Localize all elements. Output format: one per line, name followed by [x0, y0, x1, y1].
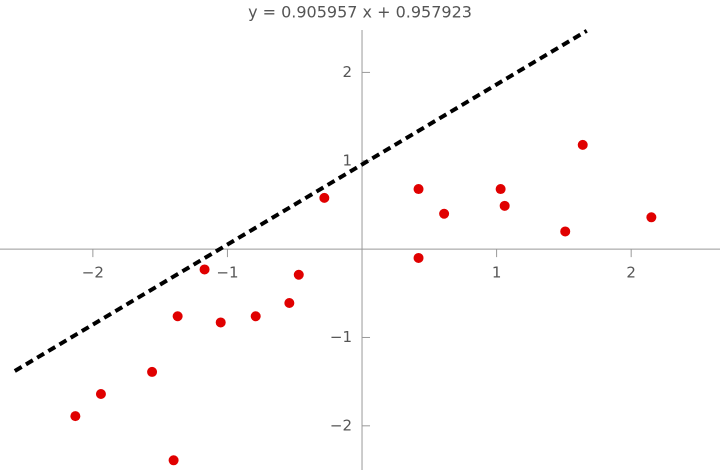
- x-tick-label: −2: [82, 264, 104, 282]
- point: [439, 208, 450, 219]
- point: [646, 212, 657, 223]
- point: [215, 317, 226, 328]
- point: [319, 192, 330, 203]
- x-tick-label: 1: [492, 264, 502, 282]
- point: [293, 269, 304, 280]
- point: [70, 411, 81, 422]
- fit-line: [13, 29, 588, 373]
- point: [560, 226, 571, 237]
- x-tick-label: −1: [216, 264, 238, 282]
- y-tick-label: −1: [330, 328, 352, 346]
- point: [413, 252, 424, 263]
- point: [495, 184, 506, 195]
- y-tick-label: 2: [342, 63, 352, 81]
- point: [172, 311, 183, 322]
- chart-title: y = 0.905957 x + 0.957923: [248, 3, 472, 22]
- point: [284, 298, 295, 309]
- x-tick-label: 2: [626, 264, 636, 282]
- point: [199, 264, 210, 275]
- point: [577, 139, 588, 150]
- point: [499, 200, 510, 211]
- y-tick-label: −2: [330, 416, 352, 434]
- point: [147, 366, 158, 377]
- point: [250, 311, 261, 322]
- point: [95, 389, 106, 400]
- point: [168, 455, 179, 466]
- point: [413, 184, 424, 195]
- y-tick-label: 1: [342, 151, 352, 169]
